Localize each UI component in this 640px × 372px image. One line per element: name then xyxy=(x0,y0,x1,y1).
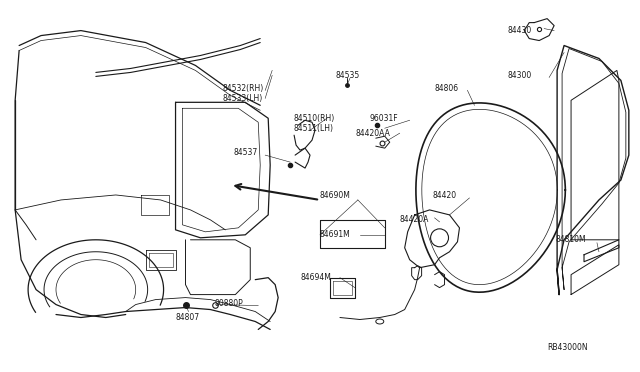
Text: 84420AA: 84420AA xyxy=(356,129,391,138)
Text: 84806: 84806 xyxy=(435,84,459,93)
Text: 84510(RH): 84510(RH) xyxy=(293,114,334,123)
Text: 84690M: 84690M xyxy=(320,192,351,201)
Text: 84420: 84420 xyxy=(433,192,457,201)
Text: 84300: 84300 xyxy=(508,71,532,80)
Text: 96031F: 96031F xyxy=(370,114,399,123)
Text: 84691M: 84691M xyxy=(320,230,351,239)
Text: RB43000N: RB43000N xyxy=(547,343,588,352)
Text: 84511(LH): 84511(LH) xyxy=(293,124,333,133)
Text: 84807: 84807 xyxy=(175,313,200,322)
Text: 84532(RH): 84532(RH) xyxy=(222,84,264,93)
Text: 84420A: 84420A xyxy=(400,215,429,224)
Text: 84694M: 84694M xyxy=(300,273,331,282)
Text: 84535: 84535 xyxy=(336,71,360,80)
Text: 84537: 84537 xyxy=(234,148,257,157)
Text: 84430: 84430 xyxy=(508,26,532,35)
Text: 90880P: 90880P xyxy=(214,299,243,308)
Text: 84533(LH): 84533(LH) xyxy=(222,94,262,103)
Text: 84810M: 84810M xyxy=(555,235,586,244)
